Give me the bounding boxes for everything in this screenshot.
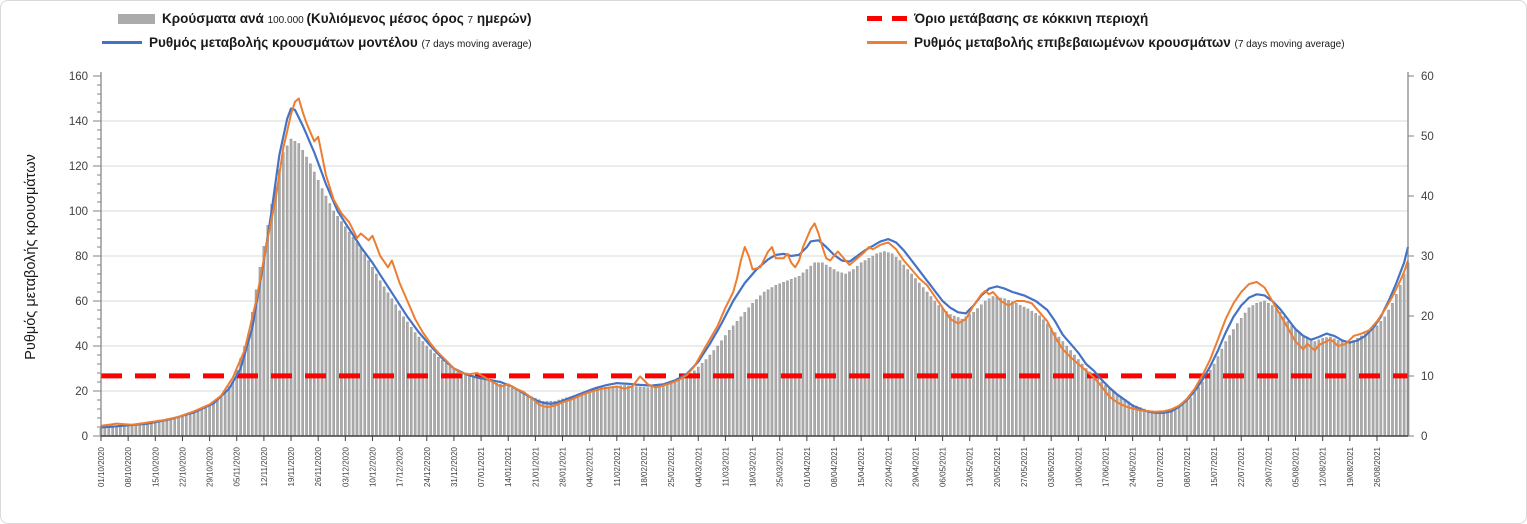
x-tick-label: 25/02/2021 (667, 446, 676, 487)
x-tick-label: 29/04/2021 (911, 446, 920, 487)
x-tick-label: 21/01/2021 (531, 446, 540, 487)
x-tick-label: 01/07/2021 (1156, 446, 1165, 487)
legend-item-confirmed-rate: Ρυθμός μεταβολής επιβεβαιωμένων κρουσμάτ… (867, 35, 1345, 50)
y-left-tick-label: 160 (69, 71, 88, 83)
line-swatch-icon (867, 41, 907, 44)
x-tick-label: 12/11/2020 (260, 446, 269, 486)
x-tick-label: 17/06/2021 (1101, 446, 1110, 487)
x-tick-label: 13/05/2021 (966, 446, 975, 487)
x-tick-label: 04/02/2021 (586, 446, 595, 487)
x-tick-label: 24/06/2021 (1129, 446, 1138, 487)
confirmed-line (100, 97, 1409, 427)
x-tick-label: 15/07/2021 (1210, 446, 1219, 487)
x-tick-label: 26/08/2021 (1373, 446, 1382, 487)
x-tick-label: 24/12/2020 (423, 446, 432, 487)
x-tick-label: 27/05/2021 (1020, 446, 1029, 487)
x-tick-label: 15/04/2021 (857, 446, 866, 487)
y-left-tick-label: 120 (69, 161, 88, 173)
y-axis-right: 0 10 20 30 40 50 60 (1408, 71, 1434, 443)
x-tick-label: 11/02/2021 (613, 446, 622, 486)
y-axis-left: 0 20 40 60 80 100 120 140 160 (69, 71, 101, 443)
x-tick-label: 08/04/2021 (830, 446, 839, 487)
bar-swatch-icon (118, 13, 155, 24)
legend-label-model-rate: Ρυθμός μεταβολής κρουσμάτων μοντέλου (7 … (149, 35, 532, 50)
x-tick-label: 18/03/2021 (749, 446, 758, 487)
x-tick-label: 22/04/2021 (884, 446, 893, 487)
x-tick-label: 07/01/2021 (477, 446, 486, 487)
x-tick-label: 20/05/2021 (993, 446, 1002, 487)
x-tick-label: 19/08/2021 (1346, 446, 1355, 487)
y-right-tick-label: 50 (1421, 131, 1434, 143)
x-tick-label: 22/10/2020 (178, 446, 187, 487)
x-tick-label: 01/04/2021 (803, 446, 812, 487)
x-tick-label: 14/01/2021 (504, 446, 513, 487)
dashed-line-swatch-icon (867, 16, 907, 21)
x-tick-label: 10/12/2020 (368, 446, 377, 487)
y-right-tick-label: 0 (1421, 431, 1427, 443)
y-axis-title: Ρυθμός μεταβολής κρουσμάτων (23, 154, 39, 360)
x-tick-label: 31/12/2020 (450, 446, 459, 487)
y-right-tick-label: 40 (1421, 191, 1434, 203)
x-tick-label: 10/06/2021 (1074, 446, 1083, 487)
x-tick-label: 29/10/2020 (206, 446, 215, 487)
x-tick-label: 04/03/2021 (694, 446, 703, 487)
line-swatch-icon (102, 41, 142, 44)
legend-label-red-threshold: Όριο μετάβασης σε κόκκινη περιοχή (914, 11, 1149, 26)
x-tick-label: 26/11/2020 (314, 446, 323, 486)
x-tick-label: 06/05/2021 (939, 446, 948, 487)
x-tick-label: 08/07/2021 (1183, 446, 1192, 487)
x-tick-label: 01/10/2020 (97, 446, 106, 487)
x-tick-label: 17/12/2020 (396, 446, 405, 487)
y-left-tick-label: 40 (75, 341, 88, 353)
y-right-tick-label: 60 (1421, 71, 1434, 83)
y-left-tick-label: 0 (82, 431, 88, 443)
x-tick-label: 28/01/2021 (559, 446, 568, 487)
x-tick-label: 11/03/2021 (721, 446, 730, 486)
x-tick-label: 18/02/2021 (640, 446, 649, 487)
x-tick-label: 05/08/2021 (1292, 446, 1301, 487)
x-tick-label: 22/07/2021 (1237, 446, 1246, 487)
x-tick-label: 05/11/2020 (233, 446, 242, 486)
y-left-tick-label: 20 (75, 386, 88, 398)
legend-label-cases-bars: Κρούσματα ανά 100.000 (Κυλιόμενος μέσος … (162, 11, 532, 26)
x-tick-label: 12/08/2021 (1319, 446, 1328, 487)
x-tick-label: 03/06/2021 (1047, 446, 1056, 487)
legend-label-confirmed-rate: Ρυθμός μεταβολής επιβεβαιωμένων κρουσμάτ… (914, 35, 1345, 50)
axes (100, 72, 1409, 437)
y-left-tick-label: 100 (69, 206, 88, 218)
y-right-tick-label: 30 (1421, 251, 1434, 263)
x-tick-label: 03/12/2020 (341, 446, 350, 487)
x-tick-label: 19/11/2020 (287, 446, 296, 486)
legend-item-red-threshold: Όριο μετάβασης σε κόκκινη περιοχή (867, 11, 1148, 26)
x-tick-label: 08/10/2020 (124, 446, 133, 487)
y-left-tick-label: 80 (75, 251, 88, 263)
y-right-tick-label: 20 (1421, 311, 1434, 323)
y-right-tick-label: 10 (1421, 371, 1434, 383)
x-tick-label: 15/10/2020 (151, 446, 160, 487)
y-left-tick-label: 140 (69, 116, 88, 128)
legend-item-model-rate: Ρυθμός μεταβολής κρουσμάτων μοντέλου (7 … (102, 35, 532, 50)
x-tick-label: 25/03/2021 (776, 446, 785, 487)
legend-item-cases-bars: Κρούσματα ανά 100.000 (Κυλιόμενος μέσος … (118, 11, 532, 26)
y-left-tick-label: 60 (75, 296, 88, 308)
x-axis: 01/10/2020 08/10/2020 15/10/2020 22/10/2020… (97, 436, 1382, 487)
x-tick-label: 29/07/2021 (1264, 446, 1273, 487)
gridlines (101, 120, 1408, 392)
